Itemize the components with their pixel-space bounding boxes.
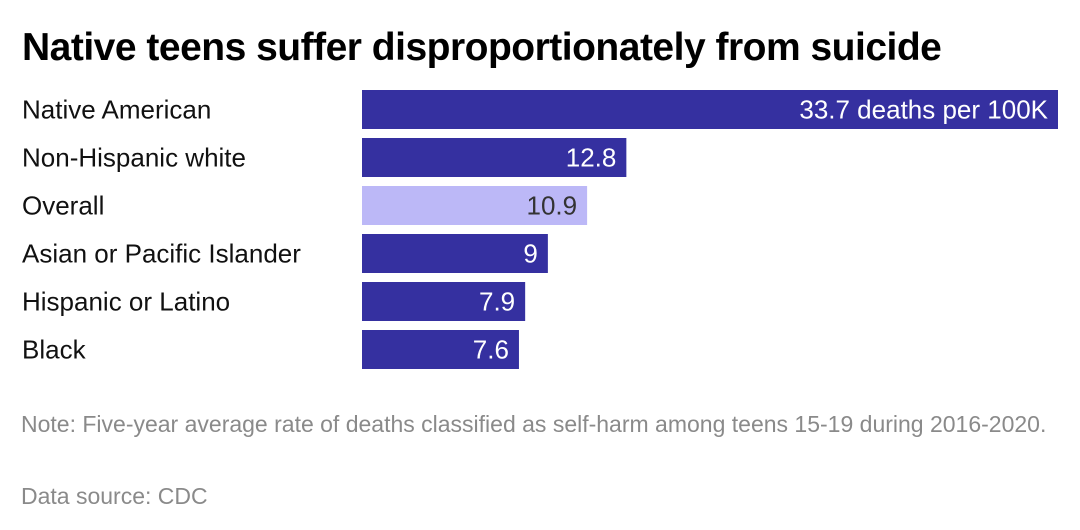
bar-native-american: [362, 90, 1058, 129]
value-label-non-hispanic-white: 12.8: [566, 143, 617, 173]
value-label-black: 7.6: [473, 335, 509, 365]
bar-black: [362, 330, 519, 369]
bar-overall: [362, 186, 588, 225]
chart-note: Note: Five-year average rate of deaths c…: [21, 411, 1047, 437]
bar-hispanic-or-latino: [362, 282, 526, 321]
chart-title: Native teens suffer disproportionately f…: [22, 26, 942, 69]
value-label-overall: 10.9: [527, 191, 578, 221]
category-label-black: Black: [22, 335, 87, 365]
bar-asian-or-pacific-islander: [362, 234, 548, 273]
value-label-hispanic-or-latino: 7.9: [479, 287, 515, 317]
value-label-asian-or-pacific-islander: 9: [523, 239, 537, 269]
category-label-hispanic-or-latino: Hispanic or Latino: [22, 287, 230, 317]
category-label-asian-or-pacific-islander: Asian or Pacific Islander: [22, 239, 301, 269]
bar-non-hispanic-white: [362, 138, 627, 177]
data-source: Data source: CDC: [21, 483, 208, 509]
value-label-native-american: 33.7 deaths per 100K: [799, 95, 1048, 125]
bar-chart: Native American 33.7 deaths per 100K Non-H…: [22, 90, 1058, 369]
category-label-overall: Overall: [22, 191, 104, 221]
category-label-non-hispanic-white: Non-Hispanic white: [22, 143, 246, 173]
category-label-native-american: Native American: [22, 95, 211, 125]
